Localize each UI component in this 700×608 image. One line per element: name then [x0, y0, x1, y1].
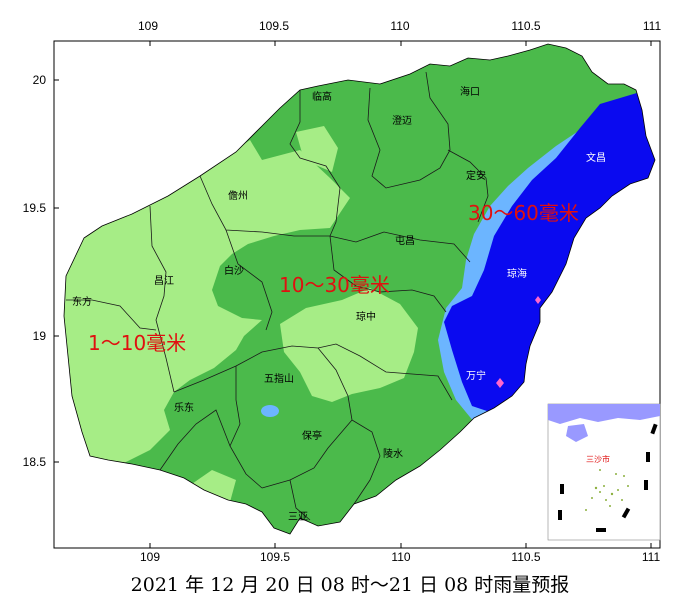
- pink-marker: [535, 296, 541, 304]
- x-axis-bottom: 109 109.5 110 110.5 111: [140, 550, 660, 564]
- x-tick-label: 110.5: [511, 550, 540, 564]
- map-caption: 2021 年 12 月 20 日 08 时～21 日 08 时雨量预报: [130, 574, 570, 596]
- x-tick-label: 109.5: [259, 19, 289, 33]
- inset-dashes: [558, 423, 658, 532]
- pink-marker: [496, 378, 504, 388]
- city-label: 昌江: [154, 275, 174, 287]
- tick-marks: [54, 41, 652, 548]
- district-boundaries: [66, 71, 489, 521]
- y-tick-label: 20: [33, 73, 47, 87]
- city-label: 文昌: [586, 151, 606, 164]
- city-label: 儋州: [228, 189, 248, 202]
- city-label: 万宁: [466, 369, 486, 382]
- zone-30-60mm: [444, 92, 655, 414]
- inset-city-label: 三沙市: [586, 454, 610, 464]
- y-tick-label: 19.5: [23, 201, 47, 215]
- y-axis: 20 19.5 19 18.5: [23, 73, 47, 469]
- city-label: 乐东: [174, 401, 194, 414]
- city-label: 保亭: [302, 429, 322, 442]
- city-label: 陵水: [383, 448, 403, 460]
- x-tick-label: 109.5: [260, 550, 290, 564]
- zone-1-10mm-west: [64, 140, 350, 480]
- y-tick-label: 18.5: [23, 455, 47, 469]
- inset-island: [566, 424, 588, 442]
- x-tick-label: 109: [140, 550, 160, 564]
- inset-sea: [548, 404, 660, 424]
- zone-1-10mm-central: [280, 288, 418, 402]
- zone-label-30-60: 30～60毫米: [468, 201, 579, 225]
- zone-1-10mm-north: [296, 126, 338, 172]
- city-label: 东方: [72, 295, 92, 308]
- city-label: 海口: [460, 85, 480, 98]
- sansha-inset: 三沙市: [547, 403, 661, 541]
- city-labels: 临高 海口 澄迈 定安 文昌 儋州 屯昌 琼海 昌江 白沙 琼中 东方 五指山 …: [72, 85, 606, 523]
- zone-label-1-10: 1～10毫米: [88, 331, 186, 355]
- city-label: 屯昌: [395, 234, 415, 247]
- x-axis-top: 109 109.5 110 110.5 111: [138, 19, 661, 33]
- x-tick-label: 111: [642, 550, 661, 564]
- city-label: 临高: [312, 90, 332, 103]
- city-label: 澄迈: [392, 114, 412, 127]
- city-label: 琼海: [507, 267, 527, 280]
- x-tick-label: 110: [391, 550, 410, 564]
- city-label: 五指山: [264, 372, 294, 385]
- rainfall-map: 109 109.5 110 110.5 111 109 109.5 110 11…: [23, 19, 662, 564]
- lake: [261, 405, 279, 417]
- city-label: 白沙: [224, 264, 244, 277]
- x-tick-label: 109: [138, 19, 158, 33]
- x-tick-label: 111: [643, 19, 662, 33]
- y-tick-label: 19: [33, 329, 47, 343]
- zone-label-10-30: 10～30毫米: [279, 273, 390, 297]
- city-label: 琼中: [356, 310, 376, 323]
- city-label: 三亚: [288, 512, 308, 523]
- inset-islets: [585, 469, 629, 511]
- x-tick-label: 110.5: [511, 19, 540, 33]
- x-tick-label: 110: [390, 19, 409, 33]
- island-outline: [63, 43, 656, 535]
- city-label: 定安: [466, 169, 486, 182]
